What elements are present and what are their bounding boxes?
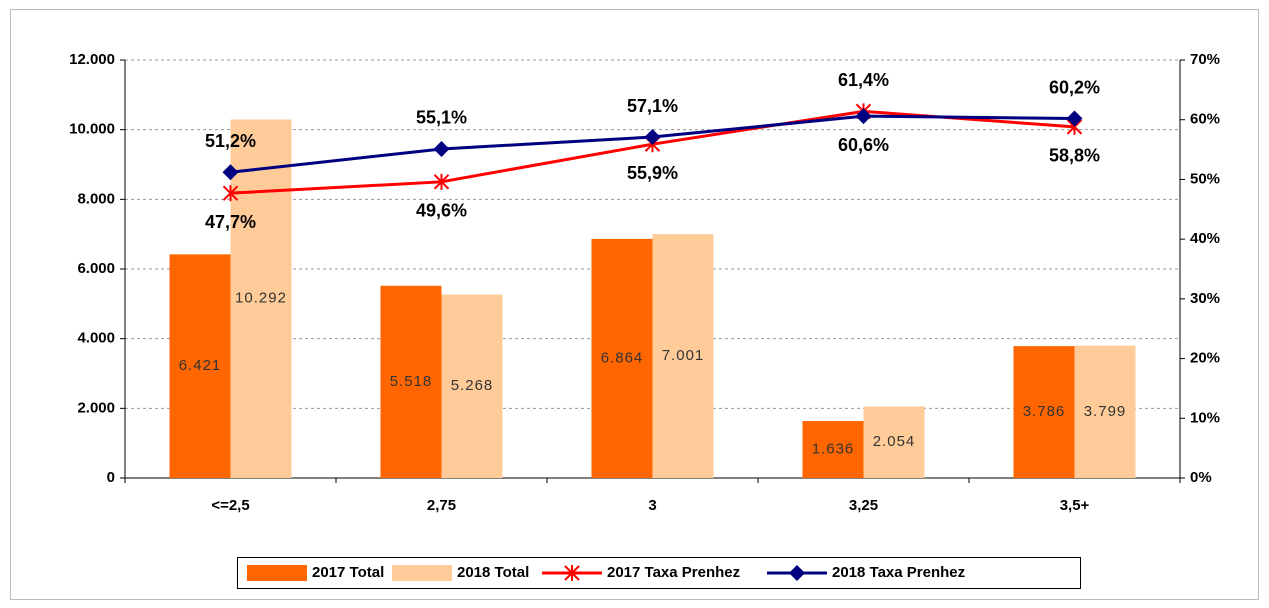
bar-value-label: 1.636 [812, 440, 855, 457]
x-tick-label: 2,75 [427, 497, 456, 514]
legend-label: 2018 Taxa Prenhez [832, 564, 965, 581]
legend-marker [789, 565, 805, 581]
y-tick-label: 8.000 [77, 190, 115, 207]
bar-value-label: 3.799 [1084, 403, 1127, 420]
line-marker [564, 565, 580, 581]
line-value-label: 61,4% [838, 70, 889, 90]
bar-value-label: 5.268 [451, 377, 494, 394]
y-tick-label: 6.000 [77, 260, 115, 277]
y2-tick-label: 20% [1190, 350, 1220, 367]
y-tick-label: 12.000 [69, 51, 115, 68]
bar [802, 421, 864, 478]
line-value-label: 57,1% [627, 96, 678, 116]
bar-value-label: 5.518 [390, 373, 433, 390]
legend-label: 2017 Total [312, 564, 384, 581]
chart-border [10, 9, 1259, 600]
bar-value-label: 7.001 [662, 347, 705, 364]
line-marker [222, 164, 239, 181]
bar [863, 406, 925, 478]
legend-box [237, 557, 1081, 589]
y-tick-label: 0 [107, 469, 115, 486]
y2-tick-label: 10% [1190, 409, 1220, 426]
line-value-label: 47,7% [205, 212, 256, 232]
bar-value-label: 2.054 [873, 433, 916, 450]
y2-tick-label: 30% [1190, 290, 1220, 307]
line-value-label: 58,8% [1049, 146, 1100, 166]
line-value-label: 60,6% [838, 135, 889, 155]
line-value-label: 51,2% [205, 131, 256, 151]
bar [441, 294, 503, 478]
y2-tick-label: 0% [1190, 469, 1212, 486]
bar [169, 254, 231, 478]
line-marker [1066, 110, 1083, 127]
y2-tick-label: 70% [1190, 51, 1220, 68]
bar [380, 285, 442, 478]
y-tick-label: 10.000 [69, 121, 115, 138]
x-tick-label: 3,25 [849, 497, 878, 514]
x-tick-label: <=2,5 [211, 497, 249, 514]
line-value-label: 55,9% [627, 163, 678, 183]
bar [230, 119, 292, 478]
line-value-label: 60,2% [1049, 77, 1100, 97]
y2-tick-label: 40% [1190, 230, 1220, 247]
x-tick-label: 3,5+ [1060, 497, 1090, 514]
y-tick-label: 4.000 [77, 330, 115, 347]
line-marker [789, 565, 805, 581]
bar [1013, 346, 1075, 478]
bar-value-label: 6.421 [179, 357, 222, 374]
legend-marker [564, 565, 580, 581]
bar [591, 238, 653, 478]
line-marker [433, 140, 450, 157]
line-marker [222, 185, 239, 202]
line-value-label: 49,6% [416, 201, 467, 221]
line-value-label: 55,1% [416, 108, 467, 128]
line-marker [433, 173, 450, 190]
y2-tick-label: 50% [1190, 170, 1220, 187]
bar-value-label: 3.786 [1023, 403, 1066, 420]
line-marker [644, 129, 661, 146]
legend-swatch [392, 565, 452, 581]
legend-label: 2018 Total [457, 564, 529, 581]
legend-swatch [247, 565, 307, 581]
legend-label: 2017 Taxa Prenhez [607, 564, 740, 581]
bar-value-label: 6.864 [601, 349, 644, 366]
y2-tick-label: 60% [1190, 111, 1220, 128]
bar [1074, 345, 1136, 478]
x-tick-label: 3 [648, 497, 656, 514]
y-tick-label: 2.000 [77, 399, 115, 416]
bar-value-label: 10.292 [235, 290, 287, 307]
bar [652, 234, 714, 478]
line-marker [855, 108, 872, 125]
